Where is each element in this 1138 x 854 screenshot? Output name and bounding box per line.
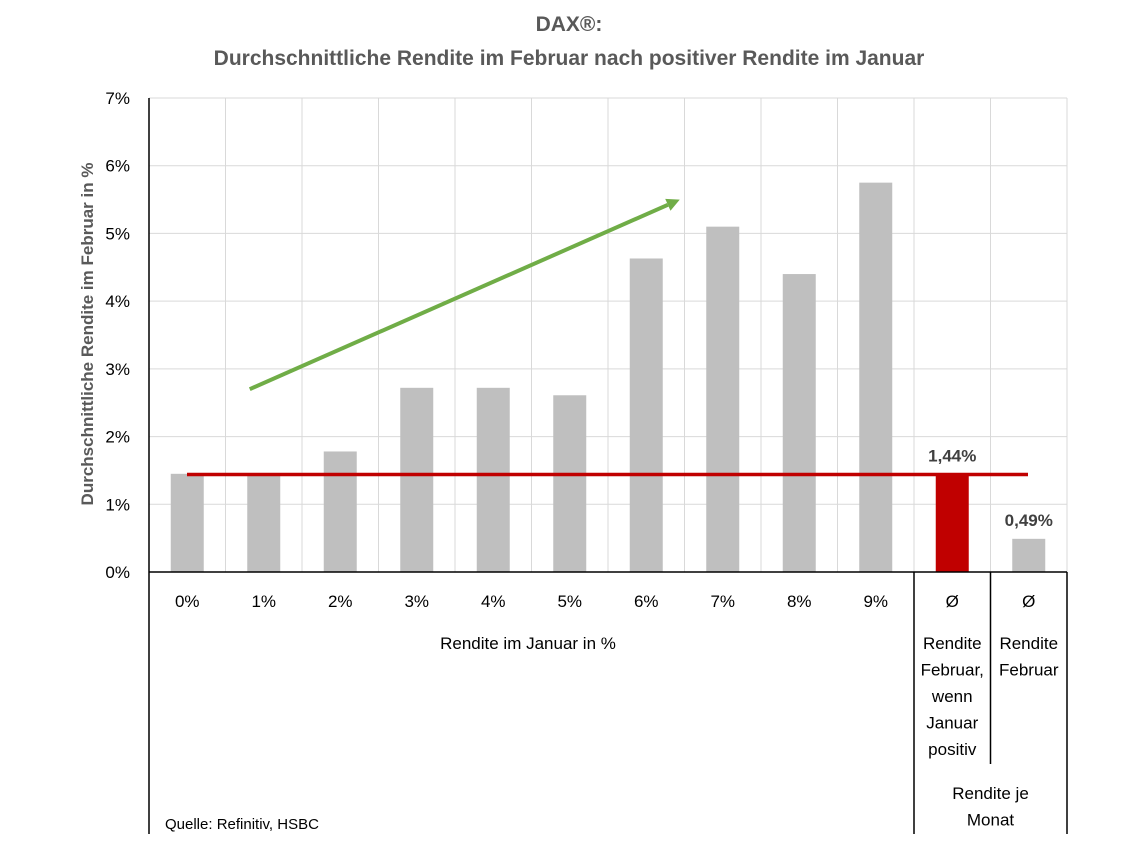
x-tick-label: 6% (634, 592, 659, 611)
bar (247, 473, 281, 572)
bar (706, 226, 740, 572)
average-label: wenn (931, 687, 973, 706)
average-label: Februar (999, 661, 1059, 680)
x-tick-label: 7% (710, 592, 735, 611)
y-tick-label: 3% (105, 360, 130, 379)
trend-arrow-head (665, 198, 680, 211)
data-label: 1,44% (928, 446, 976, 465)
chart-subtitle: Durchschnittliche Rendite im Februar nac… (214, 47, 925, 70)
axes (148, 98, 1068, 834)
data-label: 0,49% (1005, 511, 1053, 530)
x-tick-label: 1% (251, 592, 276, 611)
average-label: Februar, (921, 661, 984, 680)
gridlines (149, 97, 1068, 572)
y-tick-label: 4% (105, 292, 130, 311)
y-tick-label: 5% (105, 224, 130, 243)
bar (629, 258, 663, 572)
average-bar (935, 474, 969, 572)
bar (782, 274, 816, 572)
x-tick-label: 3% (404, 592, 429, 611)
group-label: Rendite je (952, 784, 1029, 803)
trend-arrow-line (248, 202, 669, 392)
bars (170, 182, 1046, 572)
average-label: Januar (926, 714, 978, 733)
x-tick-label: Ø (1022, 592, 1035, 611)
bar (170, 473, 204, 572)
bar (476, 387, 510, 572)
chart-title: DAX®: (536, 13, 603, 36)
bar (553, 395, 587, 572)
y-tick-label: 0% (105, 563, 130, 582)
y-axis-title: Durchschnittliche Rendite im Februar in … (78, 163, 97, 506)
x-tick-label: 8% (787, 592, 812, 611)
average-label: Rendite (923, 634, 982, 653)
source-note: Quelle: Refinitiv, HSBC (165, 816, 319, 833)
x-axis-title: Rendite im Januar in % (440, 634, 616, 653)
x-tick-label: 0% (175, 592, 200, 611)
average-label: positiv (928, 740, 977, 759)
y-tick-label: 2% (105, 428, 130, 447)
x-tick-label: 9% (863, 592, 888, 611)
y-tick-label: 7% (105, 89, 130, 108)
x-tick-label: Ø (946, 592, 959, 611)
bar (323, 451, 357, 572)
bar (859, 182, 893, 572)
x-tick-label: 4% (481, 592, 506, 611)
labels: 0% 1% 2% 3% 4% 5% 6% 7% 0% 1% 2% 3% 4% 5% 6% 7% 8% 9% 1,44… (105, 89, 1058, 830)
y-tick-label: 6% (105, 157, 130, 176)
x-tick-label: 5% (557, 592, 582, 611)
average-bar (1012, 538, 1046, 572)
average-label: Rendite (999, 634, 1058, 653)
y-tick-label: 1% (105, 495, 130, 514)
bar (400, 387, 434, 572)
x-tick-label: 2% (328, 592, 353, 611)
group-label: Monat (967, 811, 1015, 830)
